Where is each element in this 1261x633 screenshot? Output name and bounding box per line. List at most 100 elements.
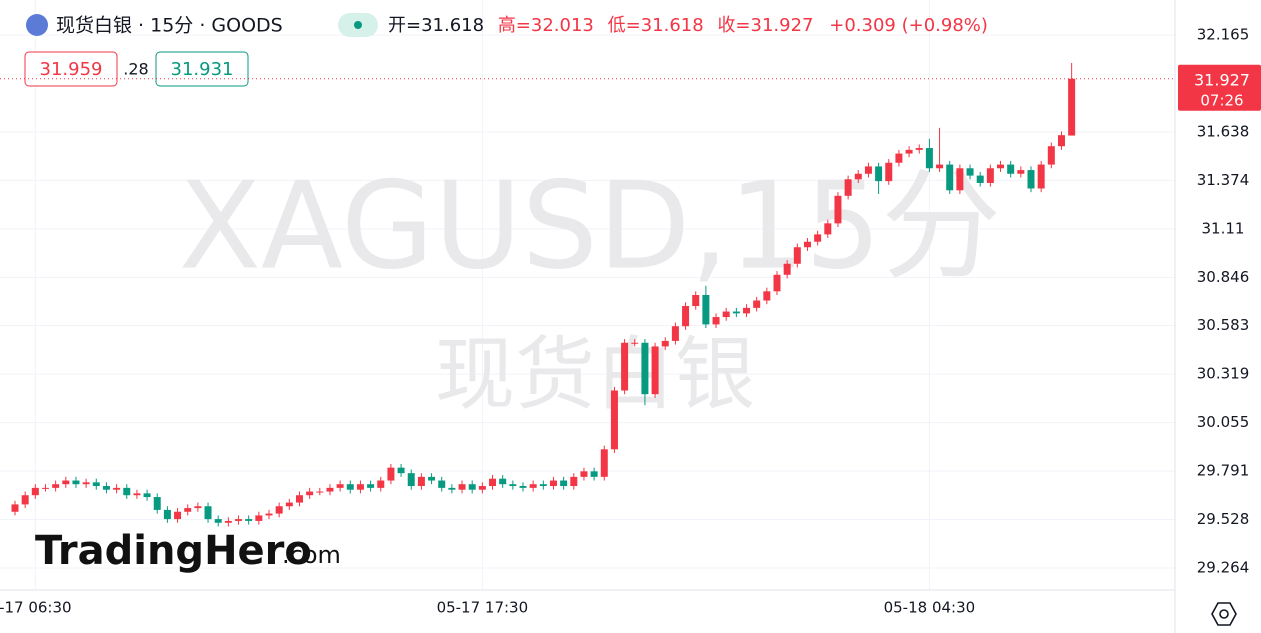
candle-body (702, 295, 710, 325)
candle-body (346, 484, 354, 490)
candle-body (600, 449, 608, 477)
watermark-symbol: XAGUSD,15分 (179, 158, 1001, 297)
candle-body (92, 482, 100, 487)
candles (11, 63, 1076, 527)
candle-body (844, 179, 852, 196)
y-tick-label: 30.055 (1197, 413, 1250, 431)
candle-body (275, 506, 283, 514)
candle-body (1007, 164, 1015, 174)
candle-body (316, 491, 324, 493)
candle-body (803, 241, 811, 248)
candle-body (722, 311, 730, 318)
close-label: 收=31.927 (717, 15, 813, 36)
y-tick-label: 30.846 (1197, 268, 1250, 286)
candle-body (773, 274, 781, 292)
y-tick-label: 29.791 (1197, 462, 1250, 480)
high-label: 高=32.013 (498, 15, 594, 36)
candle-body (1057, 135, 1065, 147)
candle-body (560, 480, 568, 487)
candle-body (783, 263, 791, 275)
candle-body (11, 504, 19, 512)
candle-body (509, 484, 517, 487)
candle-body (295, 495, 303, 503)
candle-body (986, 168, 994, 183)
x-tick-label: -17 06:30 (0, 599, 72, 617)
settings-dot[interactable] (1219, 609, 1229, 619)
candle-body (864, 166, 872, 174)
candle-body (1017, 170, 1025, 174)
candle-body (478, 486, 486, 490)
candle-body (489, 478, 497, 487)
x-tick-label: 05-17 17:30 (437, 599, 529, 617)
candle-body (631, 342, 639, 344)
candle-body (255, 515, 263, 521)
candle-body (651, 346, 659, 395)
y-tick-label: 30.319 (1197, 365, 1250, 383)
candle-body (184, 508, 192, 512)
sell-price[interactable]: 31.959 (40, 59, 103, 80)
candle-body (31, 487, 39, 496)
candle-body (356, 484, 364, 490)
candle-body (895, 153, 903, 163)
spread: .28 (123, 60, 148, 79)
candle-body (41, 487, 49, 489)
candle-body (956, 168, 964, 191)
candle-body (519, 486, 527, 488)
candle-body (397, 467, 405, 474)
settings-hex[interactable] (1211, 602, 1237, 626)
candle-body (123, 487, 131, 496)
settings-icon[interactable] (1211, 602, 1237, 626)
candle-body (610, 390, 618, 450)
ohlc-values: 开=31.618 高=32.013 低=31.618 收=31.927 +0.3… (388, 15, 988, 36)
logo-brand: TradingHero (35, 528, 312, 574)
candle-body (590, 471, 598, 477)
candle-body (367, 484, 375, 488)
status-dot (354, 21, 362, 29)
y-tick-label: 29.528 (1197, 510, 1250, 528)
candle-body (692, 295, 700, 307)
candle-body (570, 476, 578, 487)
candle-body (174, 511, 182, 520)
candle-body (925, 148, 933, 169)
candle-body (499, 478, 507, 485)
candle-body (661, 340, 669, 347)
candle-body (641, 342, 649, 395)
axes: 32.165 31.638 31.374 31.11 30.846 30.583 30.31… (0, 26, 1249, 617)
candle-body (834, 195, 842, 224)
candle-body (133, 493, 141, 496)
candle-body (671, 326, 679, 341)
candle-body (224, 520, 232, 523)
buy-box[interactable] (155, 51, 249, 87)
candle-body (377, 480, 385, 488)
candle-body (438, 480, 446, 488)
change-label: +0.309 (+0.98%) (829, 15, 988, 36)
y-tick-label: 31.374 (1197, 171, 1250, 189)
chart-title: 现货白银 · 15分 · GOODS (56, 15, 283, 37)
candle-body (468, 484, 476, 490)
candle-body (712, 317, 720, 325)
logo-suffix: .com (282, 541, 341, 569)
candle-body (21, 495, 29, 505)
grid (0, 0, 1175, 590)
candle-body (458, 484, 466, 490)
candle-body (245, 519, 253, 521)
header: 现货白银 · 15分 · GOODS 开=31.618 高=32.013 低=3… (24, 13, 988, 87)
x-tick-label: 05-18 04:30 (884, 599, 976, 617)
candle-body (824, 223, 832, 235)
candle-body (235, 519, 243, 521)
candle-body (885, 162, 893, 182)
candle-body (743, 307, 751, 314)
sell-box[interactable] (24, 51, 118, 87)
candle-body (407, 473, 415, 487)
candle-body (915, 148, 923, 150)
candle-body (946, 164, 954, 191)
buy-price[interactable]: 31.931 (171, 59, 234, 80)
countdown-label: 07:26 (1200, 91, 1243, 109)
candle-body (529, 484, 537, 488)
last-price-tag (1178, 64, 1261, 111)
candle-body (265, 513, 273, 516)
watermark-name: 现货白银 (435, 328, 755, 421)
candle-body (204, 506, 212, 520)
candle-body (763, 291, 771, 301)
